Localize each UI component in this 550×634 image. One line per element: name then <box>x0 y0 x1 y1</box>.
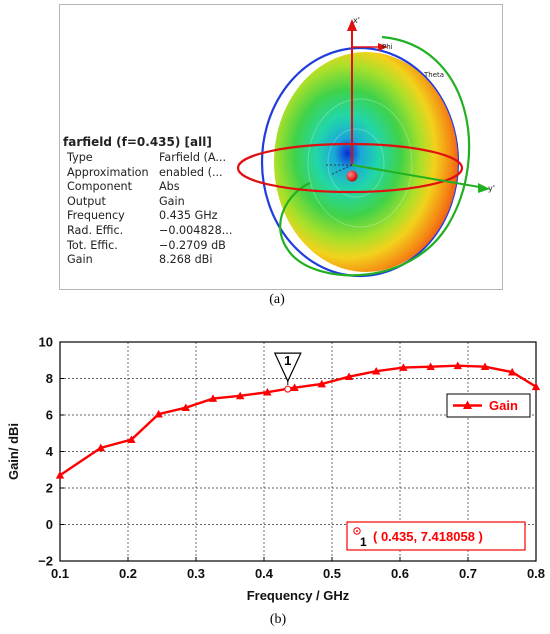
data-point <box>96 443 105 452</box>
data-point <box>263 387 272 396</box>
info-key: Component <box>67 180 132 194</box>
y-tick-label: 0 <box>46 517 53 532</box>
info-value: −0.004828... <box>159 223 233 237</box>
info-key: Rad. Effic. <box>67 223 124 237</box>
data-point <box>480 362 490 370</box>
data-point <box>127 435 136 443</box>
readout-marker-number: 1 <box>360 535 367 549</box>
info-value: 0.435 GHz <box>159 209 218 223</box>
theta-label: Theta <box>423 71 444 79</box>
caption-a: (a) <box>269 292 285 307</box>
readout-box <box>346 521 526 551</box>
info-row: Component Abs <box>63 180 253 195</box>
data-point <box>208 394 218 402</box>
data-point <box>344 372 354 381</box>
marker-flag-label: 1 <box>284 353 291 368</box>
y-tick-label: 6 <box>46 408 53 423</box>
marker-flag <box>273 352 302 383</box>
x-tick-label: 0.7 <box>459 566 477 581</box>
y-tick-label: 8 <box>46 371 53 386</box>
y-tick-label: −2 <box>38 554 53 569</box>
data-point <box>426 362 435 370</box>
x-tick-label: 0.3 <box>187 566 205 581</box>
info-row: Frequency 0.435 GHz <box>63 209 253 224</box>
info-row: Tot. Effic. −0.2709 dB <box>63 239 253 254</box>
legend-box <box>446 393 531 418</box>
info-value: Abs <box>159 180 180 194</box>
info-value: 8.268 dBi <box>159 253 213 267</box>
y-tick-label: 4 <box>46 444 54 459</box>
phi-ring <box>279 35 471 277</box>
data-point <box>399 363 408 371</box>
info-key: Tot. Effic. <box>67 238 118 252</box>
horizontal-ring <box>236 142 464 194</box>
data-point <box>508 367 517 376</box>
x-tick-label: 0.6 <box>391 566 409 581</box>
info-row: Approximation enabled (... <box>63 166 253 181</box>
y-tick-label: 2 <box>46 481 53 496</box>
y-tick-label: 10 <box>39 335 53 350</box>
info-key: Frequency <box>67 209 125 223</box>
farfield-title: farfield (f=0.435) [all] <box>63 135 212 149</box>
x-tick-label: 0.8 <box>527 566 545 581</box>
phi-label: Phi <box>382 43 393 51</box>
info-row: Rad. Effic. −0.004828... <box>63 224 253 239</box>
info-key: Output <box>67 194 106 208</box>
pattern-body <box>274 52 458 272</box>
info-value: Gain <box>159 194 185 208</box>
info-value: enabled (... <box>159 165 223 179</box>
data-point <box>531 382 541 391</box>
info-key: Type <box>67 151 93 164</box>
gain-chart: 0.1 0.2 0.3 0.4 0.5 0.6 0.7 0.8 −2 0 2 4 6 8 10 Frequen… <box>6 335 545 604</box>
data-point <box>154 409 163 418</box>
info-row: Type Farfield (A... <box>63 151 253 166</box>
x-axis-label: x' <box>353 16 360 25</box>
data-point <box>236 391 245 400</box>
series-line <box>59 364 537 477</box>
data-point <box>55 471 65 479</box>
legend-marker <box>463 400 472 409</box>
caption-b: (b) <box>269 612 287 627</box>
x-tick-label: 0.4 <box>255 566 274 581</box>
origin-dot <box>346 170 358 182</box>
y-axis-title: Gain/ dBi <box>6 423 21 480</box>
data-point <box>317 379 326 388</box>
info-value: −0.2709 dB <box>159 238 226 252</box>
info-key: Gain <box>67 253 93 267</box>
data-point <box>181 403 190 412</box>
y-axis-label: y' <box>488 184 495 193</box>
info-row: Gain 8.268 dBi <box>63 253 253 268</box>
x-axis-title: Frequency / GHz <box>247 588 350 603</box>
farfield-info-panel: farfield (f=0.435) [all] Type Farfield (A… <box>63 135 253 268</box>
farfield-figure: x' y' Phi Theta farfield (f=0.435) [all]… <box>59 4 503 290</box>
legend-label: Gain <box>489 398 518 413</box>
info-key: Approximation <box>67 165 149 179</box>
readout-marker-dot <box>356 530 358 532</box>
data-point <box>453 361 462 370</box>
info-row: Output Gain <box>63 195 253 210</box>
farfield-3d-pattern: x' y' Phi Theta <box>236 16 495 278</box>
x-tick-label: 0.5 <box>323 566 341 581</box>
marker-point <box>284 385 292 393</box>
info-value: Farfield (A... <box>159 151 227 164</box>
x-tick-label: 0.2 <box>119 566 137 581</box>
x-tick-label: 0.1 <box>51 566 69 581</box>
data-point <box>290 383 299 391</box>
data-point <box>372 367 381 375</box>
readout-text: ( 0.435, 7.418058 ) <box>373 529 483 544</box>
